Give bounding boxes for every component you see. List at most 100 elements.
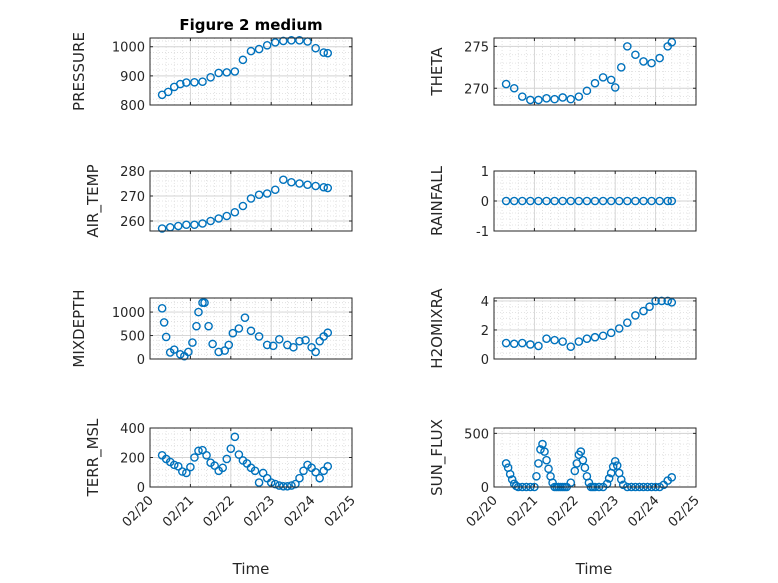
- y-axis-label: AIR_TEMP: [84, 164, 103, 237]
- data-point: [590, 196, 600, 206]
- data-point: [544, 464, 553, 474]
- data-point: [182, 220, 191, 230]
- data-point: [534, 341, 543, 351]
- data-point: [270, 38, 280, 47]
- data-point: [157, 224, 167, 233]
- data-point: [542, 196, 551, 206]
- data-point: [509, 196, 519, 206]
- data-point: [663, 196, 673, 206]
- data-point: [279, 36, 288, 46]
- axes-mixdepth: 0 500 1000 MIXDEPTH: [70, 289, 353, 368]
- data-point: [303, 180, 312, 190]
- data-point: [210, 461, 219, 470]
- data-point: [540, 447, 549, 456]
- data-point: [295, 473, 304, 483]
- data-point: [214, 68, 223, 78]
- data-point: [301, 335, 310, 345]
- data-point: [517, 196, 527, 206]
- data-point: [655, 53, 664, 63]
- data-point: [501, 459, 511, 468]
- data-point: [582, 86, 592, 96]
- data-point: [208, 339, 217, 349]
- data-point: [254, 190, 264, 200]
- data-point: [182, 468, 191, 478]
- data-point: [159, 318, 169, 327]
- data-point: [566, 478, 576, 488]
- data-point: [580, 463, 590, 472]
- data-point: [175, 350, 185, 359]
- data-point: [186, 462, 195, 472]
- data-point: [175, 79, 185, 89]
- data-point: [254, 478, 264, 487]
- data-point: [188, 338, 197, 347]
- y-axis-label: H2OMIXRA: [428, 288, 446, 369]
- y-tick-label: 800: [120, 99, 145, 114]
- data-point: [287, 36, 296, 45]
- data-point: [234, 450, 244, 459]
- y-tick-label: 1000: [112, 41, 145, 56]
- data-point: [222, 211, 232, 221]
- data-point: [299, 466, 308, 476]
- data-point: [222, 68, 232, 77]
- data-point: [566, 342, 576, 351]
- data-point: [667, 473, 677, 482]
- data-point: [526, 340, 535, 349]
- data-point: [323, 328, 333, 338]
- data-point: [200, 298, 209, 307]
- data-point: [315, 473, 324, 483]
- data-point: [578, 455, 588, 465]
- data-point: [576, 447, 586, 456]
- data-point: [505, 469, 515, 479]
- data-point: [279, 175, 288, 185]
- y-tick-label: 270: [120, 190, 145, 205]
- data-point: [574, 92, 584, 101]
- data-point: [246, 326, 256, 336]
- data-point: [226, 444, 236, 453]
- data-point: [631, 196, 640, 206]
- data-point: [202, 450, 211, 460]
- axes-box: [493, 297, 697, 360]
- data-point: [323, 462, 333, 471]
- data-point: [608, 462, 618, 471]
- data-point: [190, 77, 199, 87]
- data-point: [558, 337, 567, 346]
- data-point: [639, 306, 648, 316]
- data-point: [667, 37, 677, 47]
- data-point: [606, 196, 616, 206]
- data-point: [274, 334, 284, 344]
- data-point: [550, 335, 559, 345]
- data-point: [224, 340, 234, 350]
- data-point: [230, 67, 240, 76]
- data-point: [507, 475, 517, 484]
- y-tick-label: 500: [120, 330, 145, 345]
- data-point: [542, 455, 551, 465]
- data-point: [230, 432, 240, 442]
- data-point: [220, 346, 230, 355]
- data-point: [214, 347, 223, 357]
- data-point: [610, 456, 620, 466]
- data-point: [623, 196, 632, 206]
- data-point: [262, 189, 272, 198]
- data-point: [198, 445, 207, 455]
- data-point: [230, 207, 240, 217]
- data-point: [182, 78, 191, 87]
- y-axis-label: MIXDEPTH: [70, 289, 88, 367]
- data-point: [534, 95, 543, 105]
- data-point: [218, 463, 228, 473]
- data-point: [173, 462, 183, 471]
- data-point: [270, 185, 280, 195]
- data-point: [610, 83, 620, 92]
- y-tick-label: 4: [481, 295, 489, 310]
- data-point: [311, 43, 320, 53]
- data-point: [614, 196, 624, 206]
- data-point: [289, 342, 298, 352]
- data-point: [295, 336, 304, 346]
- data-point: [542, 334, 551, 343]
- data-point: [246, 194, 256, 203]
- data-point: [606, 328, 616, 338]
- data-point: [667, 298, 677, 307]
- data-point: [161, 332, 171, 342]
- y-axis-label: SUN_FLUX: [428, 419, 447, 496]
- data-point: [582, 196, 592, 206]
